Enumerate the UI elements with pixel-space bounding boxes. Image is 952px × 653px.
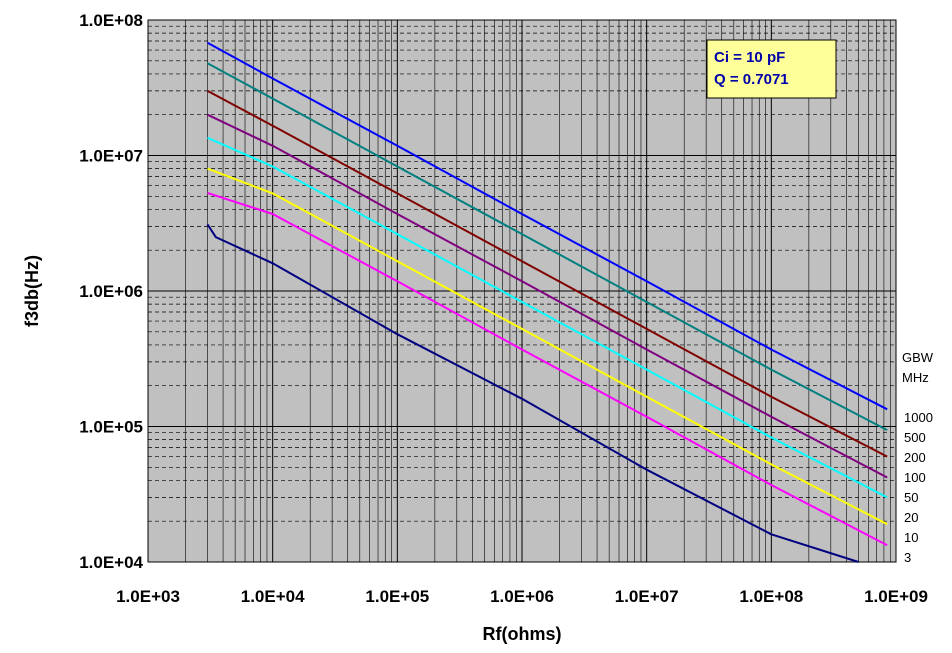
series-line-10 (207, 191, 888, 547)
y-tick-label: 1.0E+04 (79, 553, 143, 572)
legend-entry-3: 3 (904, 550, 911, 565)
legend-entry-200: 200 (904, 450, 926, 465)
legend-entry-20: 20 (904, 510, 918, 525)
legend-title-mhz: MHz (902, 370, 929, 385)
x-tick-label: 1.0E+07 (615, 587, 679, 606)
y-tick-labels: 1.0E+04 1.0E+05 1.0E+06 1.0E+07 1.0E+08 (79, 11, 143, 572)
x-tick-label: 1.0E+03 (116, 587, 180, 606)
y-tick-label: 1.0E+06 (79, 282, 143, 301)
x-tick-label: 1.0E+08 (739, 587, 803, 606)
legend-entry-1000: 1000 (904, 410, 933, 425)
series-line-1000 (207, 41, 888, 411)
y-tick-label: 1.0E+05 (79, 418, 143, 437)
series-line-20 (207, 167, 888, 526)
y-axis-title: f3db(Hz) (22, 255, 42, 327)
y-tick-label: 1.0E+07 (79, 147, 143, 166)
x-tick-label: 1.0E+09 (864, 587, 928, 606)
series-line-500 (207, 62, 888, 431)
x-tick-label: 1.0E+04 (241, 587, 305, 606)
annotation-ci: Ci = 10 pF (714, 49, 785, 66)
legend-entry-500: 500 (904, 430, 926, 445)
series-lines (206, 41, 888, 563)
x-tick-label: 1.0E+06 (490, 587, 554, 606)
legend-entry-10: 10 (904, 530, 918, 545)
legend-title-gbw: GBW (902, 350, 934, 365)
annotation-box: Ci = 10 pF Q = 0.7071 (706, 39, 837, 99)
y-tick-label: 1.0E+08 (79, 11, 143, 30)
x-tick-label: 1.0E+05 (365, 587, 429, 606)
x-axis-title: Rf(ohms) (483, 624, 562, 644)
legend-entry-50: 50 (904, 490, 918, 505)
x-tick-labels: 1.0E+03 1.0E+04 1.0E+05 1.0E+06 1.0E+07 1.0E+… (116, 587, 928, 606)
series-line-100 (207, 113, 888, 479)
legend: GBW MHz 1000 500 200 100 50 20 10 3 (902, 350, 934, 565)
plot-border (147, 19, 897, 563)
series-line-200 (207, 90, 888, 458)
series-line-3 (206, 223, 859, 563)
legend-entry-100: 100 (904, 470, 926, 485)
annotation-background (706, 39, 837, 99)
annotation-q: Q = 0.7071 (714, 71, 789, 88)
series-line-50 (207, 136, 888, 499)
